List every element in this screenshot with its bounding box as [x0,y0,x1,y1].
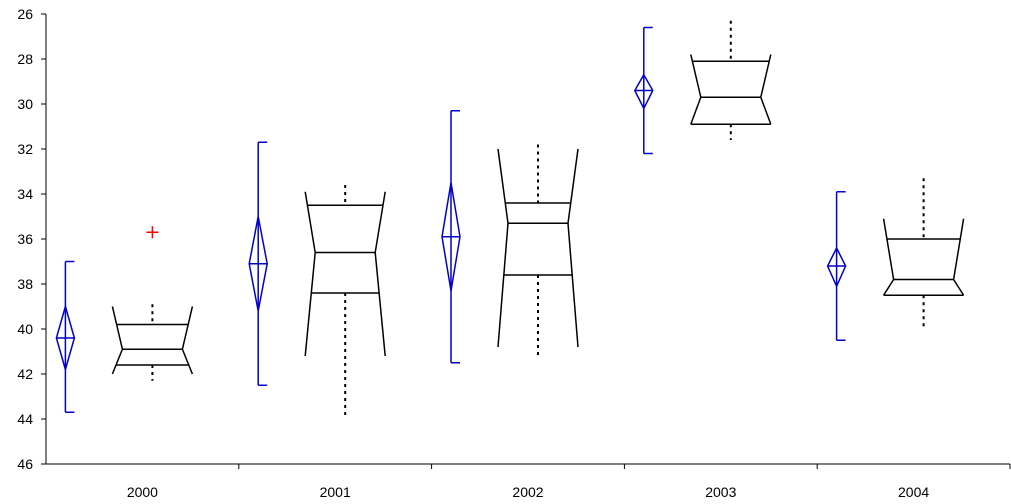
y-tick-label: 34 [17,186,33,202]
box-right-edge [760,54,772,125]
notched-box [497,144,579,359]
mean-ci-marker [633,26,654,155]
x-tick-label: 2004 [898,484,929,500]
x-tick-label: 2002 [512,484,543,500]
box-right-edge [181,306,194,375]
box-left-edge [690,54,702,125]
notched-box [304,185,386,419]
mean-ci-marker [248,141,268,386]
notched-box [882,178,965,327]
y-tick-label: 36 [17,231,33,247]
ci-diamond [633,73,654,111]
x-tick-label: 2000 [127,484,158,500]
ci-diamond [441,182,461,291]
ci-diamond [826,246,847,289]
box-left-edge [882,218,895,296]
box-left-edge [497,148,509,348]
notched-box [111,226,194,381]
y-tick-label: 28 [17,51,33,67]
mean-ci-marker [826,191,847,341]
box-right-edge [952,218,965,296]
notched-box [690,20,772,140]
y-tick-label: 32 [17,141,33,157]
x-tick-label: 2001 [320,484,351,500]
box-left-edge [111,306,124,375]
ci-diamond [248,216,268,312]
y-tick-label: 46 [17,456,33,472]
x-tick-label: 2003 [705,484,736,500]
y-tick-label: 30 [17,96,33,112]
axes-layer: 26 28 30 32 34 36 38 40 42 44 46 2000 2001 2002 2003 20… [17,6,1011,500]
box-right-edge [374,191,386,357]
y-tick-label: 44 [17,411,33,427]
y-tick-label: 38 [17,276,33,292]
box-right-edge [567,148,579,348]
box-left-edge [304,191,316,357]
y-tick-label: 26 [17,6,33,22]
y-tick-label: 42 [17,366,33,382]
mean-ci-marker [55,260,76,413]
y-tick-label: 40 [17,321,33,337]
mean-ci-marker [441,110,461,364]
ci-diamond [55,303,76,373]
marks-layer [55,20,965,419]
